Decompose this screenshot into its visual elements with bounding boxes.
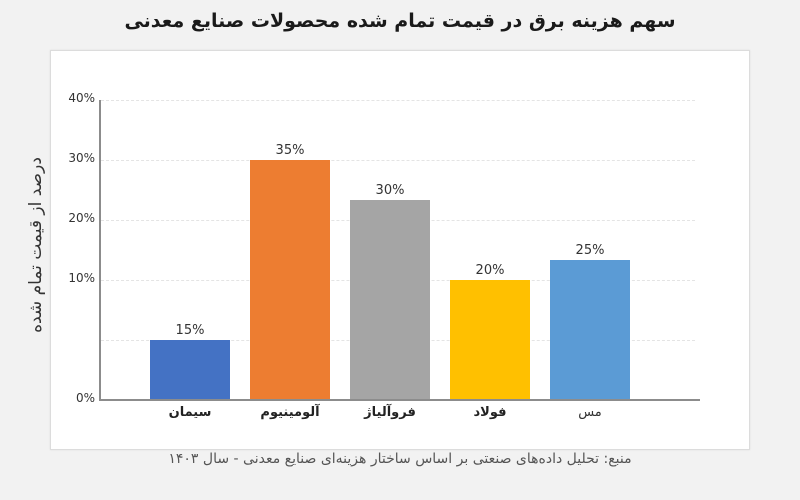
bar-value-label: 25% [575, 243, 605, 258]
y-axis-line [99, 100, 101, 401]
y-tick-label: 40% [68, 91, 95, 105]
x-axis-line [99, 399, 700, 401]
x-tick-label: فولاد [473, 405, 507, 420]
chart-title: سهم هزینه برق در قیمت تمام شده محصولات ص… [124, 10, 676, 32]
gridline [101, 100, 695, 101]
bar [550, 260, 630, 400]
x-tick-label: آلومینیوم [260, 405, 320, 420]
y-tick-label: 10% [68, 271, 95, 285]
y-tick-label: 20% [68, 211, 95, 225]
x-tick-label: فروآلیاژ [364, 405, 416, 420]
bar [350, 200, 430, 400]
bar-value-label: 30% [375, 183, 405, 198]
bar [450, 280, 530, 400]
bar-value-label: 15% [175, 323, 205, 338]
gridline [101, 160, 695, 161]
x-tick-label: سیمان [168, 405, 212, 420]
y-tick-label: 30% [68, 151, 95, 165]
x-tick-label: مس [578, 405, 602, 420]
bar [150, 340, 230, 400]
bar-value-label: 20% [475, 263, 505, 278]
y-axis-label: درصد از قیمت تمام شده [26, 157, 46, 333]
bar [250, 160, 330, 400]
source-note: منبع: تحلیل داده‌های صنعتی بر اساس ساختا… [168, 451, 632, 467]
y-tick-label: 0% [75, 391, 95, 405]
bar-value-label: 35% [275, 143, 305, 158]
